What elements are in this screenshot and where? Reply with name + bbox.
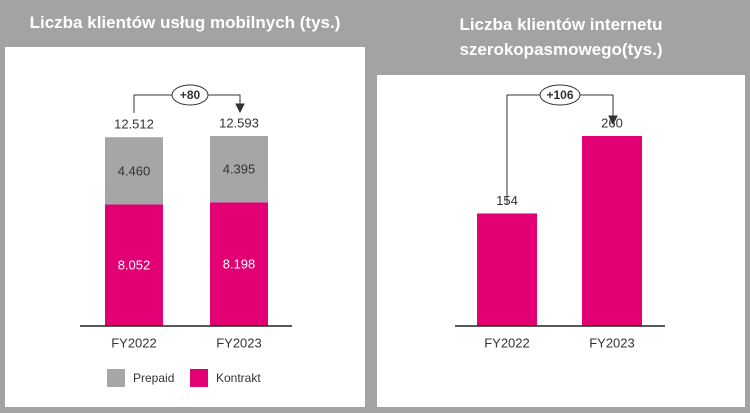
total-label: 12.512 — [114, 117, 154, 132]
value-label: 8.052 — [118, 258, 151, 273]
legend-label: Kontrakt — [216, 371, 261, 385]
legend-swatch — [190, 369, 208, 387]
chart-title: Liczba klientów usług mobilnych (tys.) — [29, 13, 341, 32]
legend-label: Prepaid — [133, 371, 174, 385]
value-label: 4.460 — [118, 163, 151, 178]
bar — [477, 213, 537, 326]
panel — [377, 75, 745, 407]
total-label: 12.593 — [219, 115, 259, 130]
value-label: 260 — [601, 115, 623, 130]
annotation: +106 — [546, 88, 573, 102]
annotation: +80 — [180, 88, 201, 102]
panel — [5, 47, 365, 407]
legend-swatch — [107, 369, 125, 387]
x-tick-label: FY2023 — [216, 335, 262, 350]
annotation-arrow — [133, 84, 618, 205]
bar-segment — [105, 204, 163, 326]
x-tick-label: FY2022 — [484, 335, 530, 350]
bar — [582, 136, 642, 326]
x-tick-label: FY2023 — [589, 335, 635, 350]
value-label: 154 — [496, 193, 518, 208]
value-label: 4.395 — [223, 162, 256, 177]
bar-segment — [210, 202, 268, 326]
value-label: 8.198 — [223, 257, 256, 272]
chart-title: Liczba klientów internetu szerokopasmowe… — [459, 15, 663, 59]
bar-segment — [210, 136, 268, 203]
bar-segment — [105, 137, 163, 205]
x-tick-label: FY2022 — [111, 335, 157, 350]
